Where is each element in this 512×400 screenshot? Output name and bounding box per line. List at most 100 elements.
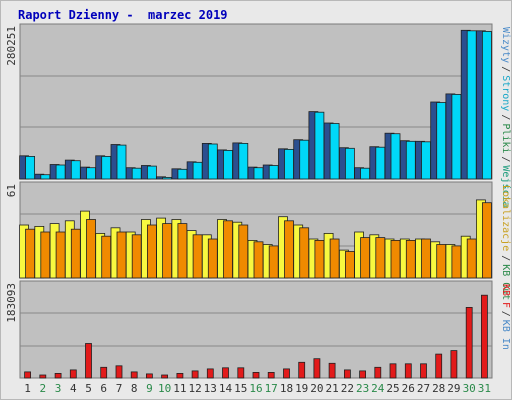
bar-visits-pages-s1-day-11 — [177, 168, 188, 180]
x-tick-label: 15 — [234, 382, 247, 395]
legend-item-pliki: Pliki — [500, 123, 511, 153]
bar-visits-pages-s1-day-6 — [101, 155, 112, 180]
bar-kb-s0-day-30 — [465, 306, 473, 379]
bar-hits-files-s1-day-15 — [238, 224, 249, 279]
bar-hits-files-s1-day-6 — [101, 235, 112, 279]
x-tick-label: 14 — [219, 382, 233, 395]
legend-item-wizyty: Wizyty — [500, 27, 511, 63]
bar-visits-pages-s1-day-2 — [40, 174, 51, 180]
legend-item-kb-f: KB F — [500, 284, 511, 308]
bar-kb-s0-day-3 — [54, 372, 62, 379]
x-tick-label: 8 — [131, 382, 138, 395]
bar-kb-s0-day-20 — [313, 358, 321, 379]
bar-hits-files-s1-day-10 — [162, 223, 173, 279]
x-tick-label: 6 — [100, 382, 107, 395]
bar-kb-s0-day-6 — [100, 366, 108, 379]
bar-hits-files-s1-day-26 — [405, 239, 416, 279]
bar-visits-pages-s1-day-9 — [146, 165, 157, 180]
bar-hits-files-s1-day-22 — [344, 251, 355, 279]
x-tick-label: 24 — [371, 382, 385, 395]
x-tick-label: 11 — [173, 382, 186, 395]
bar-kb-s0-day-7 — [115, 365, 123, 379]
x-tick-label: 21 — [325, 382, 338, 395]
bar-kb-s0-day-19 — [298, 361, 306, 379]
x-tick-label: 12 — [188, 382, 201, 395]
bar-visits-pages-s1-day-23 — [360, 167, 371, 180]
bar-kb-s0-day-11 — [176, 372, 184, 379]
bar-visits-pages-s1-day-4 — [70, 160, 81, 180]
panel-kb: 183093 KB F / KB In — [5, 280, 511, 379]
bar-hits-files-s1-day-9 — [146, 224, 157, 279]
x-tick-label: 3 — [55, 382, 62, 395]
x-tick-label: 10 — [158, 382, 171, 395]
bar-kb-s0-day-2 — [39, 374, 47, 379]
bar-kb-s0-day-27 — [420, 363, 427, 379]
bar-kb-s0-day-9 — [145, 373, 153, 379]
bar-visits-pages-s1-day-7 — [116, 144, 127, 180]
x-tick-label: 7 — [116, 382, 123, 395]
legend-visits-pages: Wizyty / Strony / Pliki / Wejścia — [500, 27, 512, 208]
bar-visits-pages-s1-day-21 — [329, 123, 340, 180]
bar-visits-pages-s1-day-19 — [299, 139, 310, 180]
bar-hits-files-s1-day-23 — [360, 237, 371, 279]
bar-visits-pages-s1-day-29 — [451, 94, 462, 180]
bar-hits-files-s1-day-25 — [390, 239, 401, 279]
bar-visits-pages-s1-day-24 — [375, 146, 386, 180]
x-tick-label: 31 — [478, 382, 491, 395]
bar-visits-pages-s1-day-8 — [131, 167, 142, 180]
page-title: Raport Dzienny - marzec 2019 — [18, 8, 228, 22]
legend-item-wej-cia: Wejścia — [500, 165, 512, 207]
legend-item-kb-in: KB In — [500, 320, 511, 350]
bar-hits-files-s1-day-3 — [55, 231, 66, 279]
x-tick-label: 1 — [24, 382, 31, 395]
bar-kb-s0-day-31 — [480, 294, 488, 379]
bar-visits-pages-s1-day-28 — [436, 102, 447, 180]
bar-visits-pages-s1-day-26 — [405, 140, 416, 180]
x-tick-label: 23 — [356, 382, 369, 395]
legend-item-strony: Strony — [500, 75, 511, 111]
bar-hits-files-s1-day-28 — [436, 244, 447, 279]
bar-visits-pages-s1-day-3 — [55, 164, 66, 180]
legend-separator: / — [500, 156, 511, 162]
bar-visits-pages-s1-day-1 — [25, 155, 36, 180]
legend-item-kb-out: KB Out — [500, 264, 511, 300]
legend-kb: KB F / KB In — [500, 284, 511, 350]
bar-visits-pages-s1-day-31 — [481, 30, 492, 180]
bar-visits-pages-s1-day-12 — [192, 161, 203, 180]
bar-hits-files-s1-day-4 — [70, 228, 81, 279]
y-max-label: 183093 — [5, 283, 18, 323]
bar-kb-s0-day-22 — [343, 369, 351, 379]
bar-visits-pages-s1-day-16 — [253, 167, 264, 180]
x-tick-label: 13 — [204, 382, 217, 395]
bar-kb-s0-day-24 — [374, 366, 382, 379]
bar-kb-s0-day-29 — [450, 350, 458, 379]
bar-kb-s0-day-23 — [359, 370, 367, 379]
x-tick-label: 25 — [386, 382, 399, 395]
bar-kb-s0-day-26 — [404, 363, 412, 379]
x-tick-label: 17 — [265, 382, 278, 395]
bar-visits-pages-s1-day-20 — [314, 111, 325, 180]
x-tick-label: 29 — [447, 382, 460, 395]
bar-visits-pages-s1-day-25 — [390, 133, 401, 180]
bar-hits-files-s1-day-11 — [177, 223, 188, 279]
x-tick-label: 20 — [310, 382, 323, 395]
x-tick-label: 4 — [70, 382, 77, 395]
bar-visits-pages-s1-day-17 — [268, 165, 279, 180]
x-tick-label: 22 — [341, 382, 354, 395]
panel-hits-files: 61 Lokalizacje / KB Out — [5, 181, 511, 300]
bar-hits-files-s1-day-27 — [421, 238, 431, 279]
bar-visits-pages-s1-day-15 — [238, 142, 249, 180]
x-tick-label: 5 — [85, 382, 92, 395]
bar-kb-s0-day-15 — [237, 367, 245, 379]
bar-visits-pages-s1-day-5 — [86, 167, 96, 180]
bar-visits-pages-s1-day-30 — [466, 30, 477, 180]
bar-kb-s0-day-18 — [283, 368, 290, 379]
bar-kb-s0-day-17 — [267, 371, 275, 379]
bar-kb-s0-day-5 — [85, 343, 92, 379]
bar-hits-files-s1-day-24 — [375, 237, 386, 279]
bar-hits-files-s1-day-5 — [86, 219, 96, 279]
legend-separator: / — [500, 311, 511, 317]
bar-visits-pages-s1-day-22 — [344, 147, 355, 180]
x-tick-label: 19 — [295, 382, 308, 395]
